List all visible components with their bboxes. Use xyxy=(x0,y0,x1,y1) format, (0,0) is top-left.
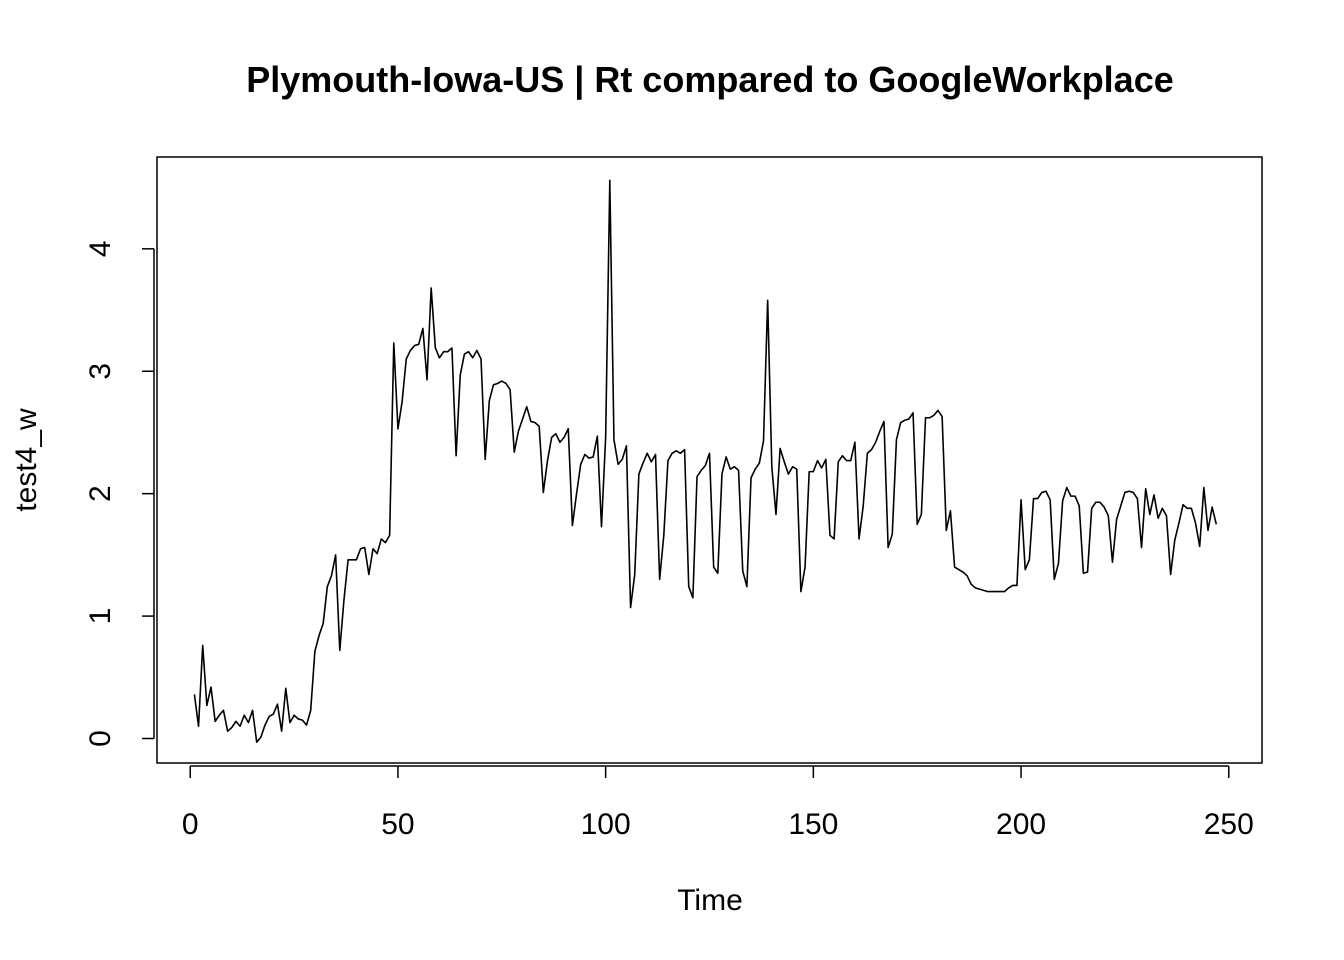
series-layer xyxy=(193,179,1218,743)
x-axis: 0 50 100 150 200 250 xyxy=(182,765,1254,841)
y-axis: 0 1 2 3 4 xyxy=(84,240,155,747)
x-tick-label: 250 xyxy=(1204,808,1254,841)
y-tick-label: 4 xyxy=(84,240,117,257)
y-tick-label: 3 xyxy=(84,363,117,380)
series-line xyxy=(193,179,1218,743)
x-tick-label: 0 xyxy=(182,808,199,841)
x-tick-label: 50 xyxy=(381,808,414,841)
chart-title: Plymouth-Iowa-US | Rt compared to Google… xyxy=(246,59,1174,101)
x-tick-label: 200 xyxy=(996,808,1046,841)
x-tick-label: 100 xyxy=(581,808,631,841)
y-tick-label: 2 xyxy=(84,485,117,502)
y-tick-label: 0 xyxy=(84,730,117,747)
y-axis-label: test4_w xyxy=(10,408,43,512)
x-axis-label: Time xyxy=(677,884,743,917)
y-tick-label: 1 xyxy=(84,608,117,625)
plot-area-frame xyxy=(156,156,1263,764)
x-tick-label: 150 xyxy=(788,808,838,841)
